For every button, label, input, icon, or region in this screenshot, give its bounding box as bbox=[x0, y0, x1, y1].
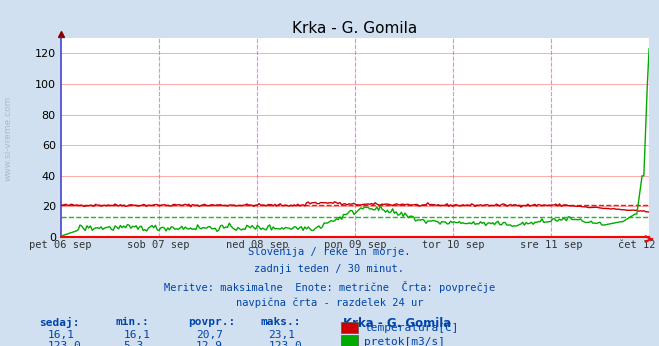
Text: 5,3: 5,3 bbox=[123, 341, 144, 346]
Text: povpr.:: povpr.: bbox=[188, 317, 235, 327]
Text: sedaj:: sedaj: bbox=[40, 317, 80, 328]
Text: 16,1: 16,1 bbox=[47, 330, 74, 340]
Text: Krka - G. Gomila: Krka - G. Gomila bbox=[343, 317, 451, 330]
Text: Slovenija / reke in morje.: Slovenija / reke in morje. bbox=[248, 247, 411, 257]
Title: Krka - G. Gomila: Krka - G. Gomila bbox=[292, 20, 418, 36]
Text: 23,1: 23,1 bbox=[268, 330, 295, 340]
Text: navpična črta - razdelek 24 ur: navpična črta - razdelek 24 ur bbox=[236, 297, 423, 308]
Text: 12,9: 12,9 bbox=[196, 341, 223, 346]
Text: Meritve: maksimalne  Enote: metrične  Črta: povprečje: Meritve: maksimalne Enote: metrične Črta… bbox=[164, 281, 495, 293]
Text: 123,0: 123,0 bbox=[268, 341, 302, 346]
Text: zadnji teden / 30 minut.: zadnji teden / 30 minut. bbox=[254, 264, 405, 274]
Text: maks.:: maks.: bbox=[260, 317, 301, 327]
Text: 123,0: 123,0 bbox=[47, 341, 81, 346]
Text: 20,7: 20,7 bbox=[196, 330, 223, 340]
Text: pretok[m3/s]: pretok[m3/s] bbox=[364, 337, 445, 346]
Text: 16,1: 16,1 bbox=[123, 330, 150, 340]
Text: min.:: min.: bbox=[115, 317, 149, 327]
Text: temperatura[C]: temperatura[C] bbox=[364, 324, 458, 333]
Text: www.si-vreme.com: www.si-vreme.com bbox=[4, 96, 13, 181]
